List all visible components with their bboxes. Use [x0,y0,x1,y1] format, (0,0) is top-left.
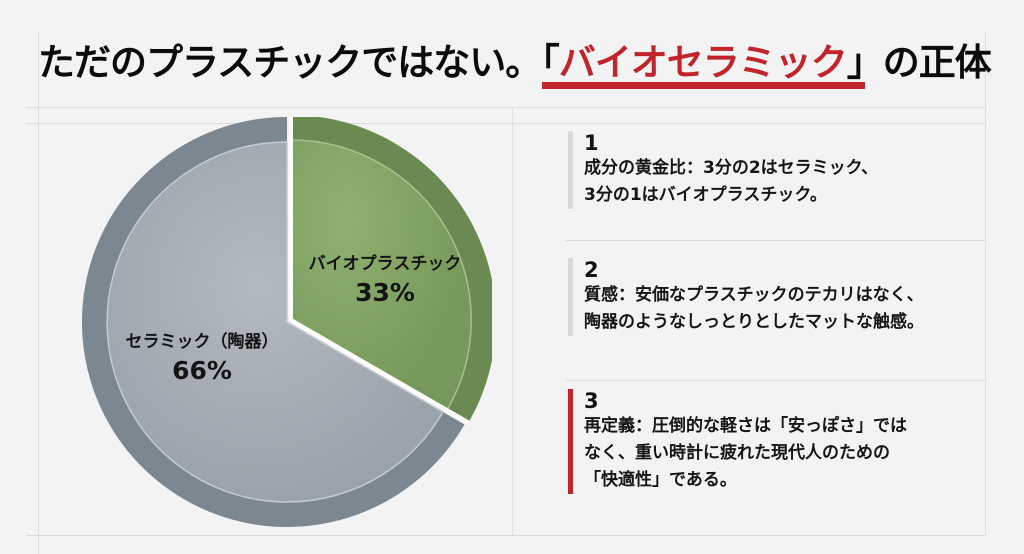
point-text-line: 質感：安価なプラスチックのテカリはなく、 [584,285,924,305]
divider-2 [566,380,986,381]
guide-line-center [512,107,513,535]
pie-slice-bioplastic [289,117,492,425]
title-prefix: ただのプラスチックではない。「 [38,41,560,84]
guide-line-top [26,107,986,108]
guide-line-bottom [26,535,986,536]
point-number: 2 [584,258,599,282]
title-suffix: 」の正体 [846,41,992,84]
point-text-line: 「快適性」である。 [584,470,737,490]
pie-label-bioplastic: バイオプラスチック 33% [300,249,470,307]
point-text-line: 再定義：圧倒的な軽さは「安っぽさ」では [584,416,907,436]
point-text-line: 成分の黄金比：3分の2はセラミック、 [584,158,879,178]
slice-name: セラミック（陶器） [125,332,279,352]
slice-name: バイオプラスチック [308,254,462,274]
slice-percent: 66% [172,356,232,385]
point-number: 3 [584,389,599,413]
guide-line-left [38,32,39,554]
point-text-line: 陶器のようなしっとりとしたマットな触感。 [584,312,924,332]
key-point-3: 3 再定義：圧倒的な軽さは「安っぽさ」では なく、重い時計に疲れた現代人のための… [568,389,1004,494]
page-title: ただのプラスチックではない。「バイオセラミック」の正体 [38,32,992,86]
pie-chart: バイオプラスチック 33% セラミック（陶器） 66% [82,117,492,533]
pie-label-ceramic: セラミック（陶器） 66% [112,327,292,385]
pie-graphic [82,117,492,527]
key-point-1: 1 成分の黄金比：3分の2はセラミック、 3分の1はバイオプラスチック。 [568,131,1004,209]
guide-line-top-2 [26,123,986,124]
point-text-line: なく、重い時計に疲れた現代人のための [584,443,890,463]
title-accent: バイオセラミック [558,41,848,84]
title-underline [542,82,865,89]
guide-line-right [985,32,986,535]
point-number: 1 [584,131,599,155]
key-point-2: 2 質感：安価なプラスチックのテカリはなく、 陶器のようなしっとりとしたマットな… [568,258,1004,336]
slice-percent: 33% [355,278,415,307]
point-text-line: 3分の1はバイオプラスチック。 [584,185,827,205]
pie-slice-ceramic [82,117,465,527]
divider-1 [566,240,986,241]
